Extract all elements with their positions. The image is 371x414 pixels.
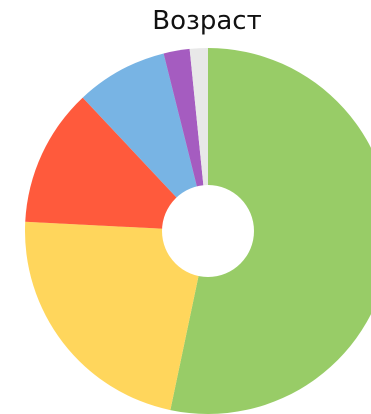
pie-slice-2 bbox=[25, 221, 208, 411]
pie-slice-3 bbox=[25, 97, 208, 231]
donut-hole bbox=[162, 185, 254, 277]
pie-slice-1 bbox=[170, 48, 371, 414]
chart-title: Возраст bbox=[152, 6, 262, 36]
pie-slices bbox=[25, 48, 371, 414]
pie-slice-4 bbox=[82, 53, 208, 232]
pie-slice-5 bbox=[163, 48, 208, 231]
